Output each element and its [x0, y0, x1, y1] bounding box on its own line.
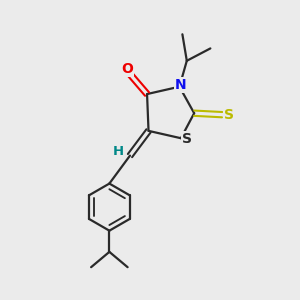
Text: S: S	[182, 132, 192, 146]
Text: N: N	[175, 78, 186, 92]
Text: S: S	[224, 108, 234, 122]
Text: H: H	[113, 145, 124, 158]
Text: O: O	[122, 62, 133, 76]
